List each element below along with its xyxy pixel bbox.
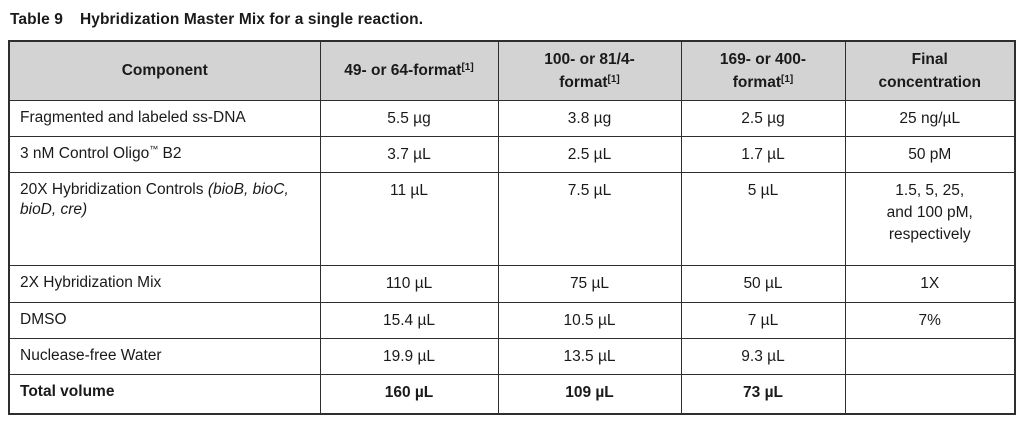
component-italic-text: (bioB, bioC, bioD, cre)	[20, 180, 289, 219]
table-row: 20X Hybridization Controls (bioB, bioC, …	[8, 171, 1016, 266]
component-cell: 2X Hybridization Mix	[8, 264, 321, 303]
value-cell: 1.7 µL	[680, 135, 846, 173]
footnote-marker: [1]	[607, 73, 620, 85]
column-header-4: Final concentration	[844, 40, 1016, 101]
table-row: DMSO 15.4 µL 10.5 µL 7 µL 7%	[8, 301, 1016, 339]
value-cell: 2.5 µg	[680, 99, 846, 137]
table-row: 3 nM Control Oligo™ B2 3.7 µL 2.5 µL 1.7 µL…	[8, 135, 1016, 173]
table-row: 2X Hybridization Mix 110 µL 75 µL 50 µL 1X	[8, 264, 1016, 303]
value-cell: 5 µL	[680, 171, 846, 266]
table-row: Total volume 160 µL 109 µL 73 µL	[8, 373, 1016, 415]
value-cell: 50 µL	[680, 264, 846, 303]
table-caption-title: Hybridization Master Mix for a single re…	[79, 11, 424, 28]
value-cell	[844, 337, 1016, 375]
hybridization-master-mix-table: Component 49- or 64-format[1] 100- or 81/4…	[8, 40, 1016, 415]
footnote-marker: [1]	[781, 73, 794, 85]
value-cell: 7.5 µL	[497, 171, 682, 266]
value-cell: 160 µL	[319, 373, 499, 415]
value-cell: 110 µL	[319, 264, 499, 303]
table-row: Nuclease-free Water 19.9 µL 13.5 µL 9.3 µL	[8, 337, 1016, 375]
value-cell: 7%	[844, 301, 1016, 339]
value-cell: 10.5 µL	[497, 301, 682, 339]
value-cell: 3.8 µg	[497, 99, 682, 137]
table-header: Component 49- or 64-format[1] 100- or 81/4…	[8, 40, 1016, 101]
value-cell: 13.5 µL	[497, 337, 682, 375]
column-header-2: 100- or 81/4- format[1]	[497, 40, 682, 101]
value-cell: 19.9 µL	[319, 337, 499, 375]
value-cell: 1X	[844, 264, 1016, 303]
table-caption: Table 9 Hybridization Master Mix for a si…	[10, 11, 1016, 29]
table-caption-number: Table 9	[10, 11, 63, 28]
table-row: Fragmented and labeled ss-DNA 5.5 µg 3.8 µ…	[8, 99, 1016, 137]
value-cell: 75 µL	[497, 264, 682, 303]
value-cell: 7 µL	[680, 301, 846, 339]
value-cell: 9.3 µL	[680, 337, 846, 375]
trademark-symbol: ™	[149, 143, 159, 154]
value-cell: 15.4 µL	[319, 301, 499, 339]
value-cell: 2.5 µL	[497, 135, 682, 173]
value-cell: 109 µL	[497, 373, 682, 415]
column-header-3: 169- or 400- format[1]	[680, 40, 846, 101]
value-cell: 25 ng/µL	[844, 99, 1016, 137]
component-cell: 20X Hybridization Controls (bioB, bioC, …	[8, 171, 321, 266]
table-body: Fragmented and labeled ss-DNA 5.5 µg 3.8 µ…	[8, 99, 1016, 415]
header-row: Component 49- or 64-format[1] 100- or 81/4…	[8, 40, 1016, 101]
value-cell: 3.7 µL	[319, 135, 499, 173]
value-cell: 73 µL	[680, 373, 846, 415]
footnote-marker: [1]	[461, 62, 474, 74]
value-cell	[844, 373, 1016, 415]
component-cell: DMSO	[8, 301, 321, 339]
value-cell: 50 pM	[844, 135, 1016, 173]
component-cell: Fragmented and labeled ss-DNA	[8, 99, 321, 137]
component-cell: 3 nM Control Oligo™ B2	[8, 135, 321, 173]
column-header-0: Component	[8, 40, 321, 101]
component-cell: Total volume	[8, 373, 321, 415]
component-cell: Nuclease-free Water	[8, 337, 321, 375]
column-header-1: 49- or 64-format[1]	[319, 40, 499, 101]
value-cell: 1.5, 5, 25, and 100 pM, respectively	[844, 171, 1016, 266]
value-cell: 5.5 µg	[319, 99, 499, 137]
value-cell: 11 µL	[319, 171, 499, 266]
document-page: Table 9 Hybridization Master Mix for a si…	[8, 11, 1016, 415]
